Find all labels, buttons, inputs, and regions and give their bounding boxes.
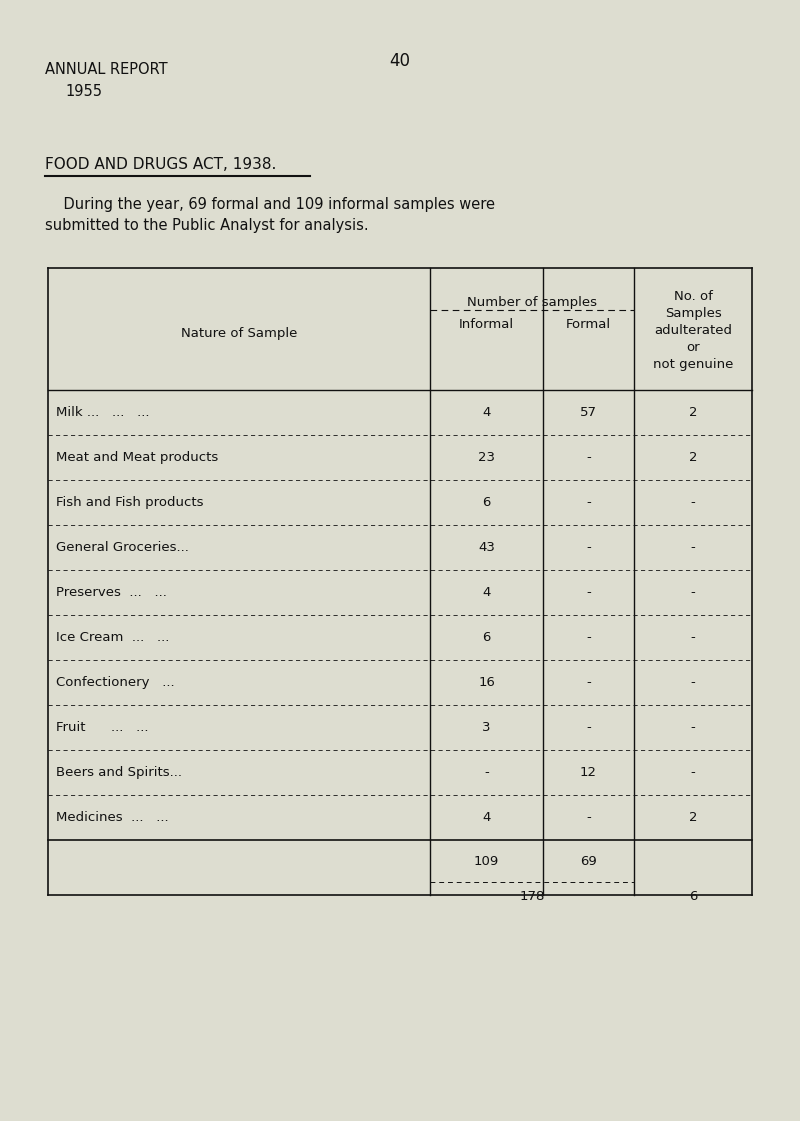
Text: Beers and Spirits...: Beers and Spirits...	[56, 766, 182, 779]
Text: 2: 2	[689, 810, 698, 824]
Text: or: or	[686, 341, 700, 354]
Text: 4: 4	[482, 406, 490, 419]
Text: -: -	[586, 495, 591, 509]
Text: ANNUAL REPORT: ANNUAL REPORT	[45, 62, 168, 77]
Text: Meat and Meat products: Meat and Meat products	[56, 451, 218, 464]
Text: Samples: Samples	[665, 307, 722, 319]
Text: -: -	[586, 721, 591, 734]
Text: 2: 2	[689, 451, 698, 464]
Text: not genuine: not genuine	[653, 358, 733, 371]
Text: -: -	[690, 495, 695, 509]
Text: General Groceries...: General Groceries...	[56, 541, 189, 554]
Text: -: -	[690, 586, 695, 599]
Text: Milk ...   ...   ...: Milk ... ... ...	[56, 406, 150, 419]
Text: -: -	[690, 631, 695, 643]
Text: 109: 109	[474, 855, 499, 868]
Text: -: -	[586, 586, 591, 599]
Text: Fish and Fish products: Fish and Fish products	[56, 495, 203, 509]
Text: 57: 57	[580, 406, 597, 419]
Text: 4: 4	[482, 586, 490, 599]
Text: 3: 3	[482, 721, 490, 734]
Text: Formal: Formal	[566, 318, 611, 331]
Text: 178: 178	[519, 890, 545, 904]
Text: -: -	[690, 721, 695, 734]
Text: adulterated: adulterated	[654, 324, 732, 337]
Text: 69: 69	[580, 855, 597, 868]
Text: 6: 6	[482, 631, 490, 643]
Text: -: -	[586, 676, 591, 689]
Text: 1955: 1955	[65, 84, 102, 99]
Text: No. of: No. of	[674, 290, 713, 303]
Text: During the year, 69 formal and 109 informal samples were: During the year, 69 formal and 109 infor…	[45, 197, 495, 212]
Text: 43: 43	[478, 541, 495, 554]
Text: Informal: Informal	[459, 318, 514, 331]
Text: FOOD AND DRUGS ACT, 1938.: FOOD AND DRUGS ACT, 1938.	[45, 157, 276, 172]
Text: 23: 23	[478, 451, 495, 464]
Text: -: -	[690, 541, 695, 554]
Text: submitted to the Public Analyst for analysis.: submitted to the Public Analyst for anal…	[45, 217, 369, 233]
Text: Fruit      ...   ...: Fruit ... ...	[56, 721, 149, 734]
Text: 6: 6	[689, 890, 697, 904]
Text: -: -	[586, 541, 591, 554]
Text: Nature of Sample: Nature of Sample	[181, 327, 297, 341]
Text: 16: 16	[478, 676, 495, 689]
Text: -: -	[690, 676, 695, 689]
Text: Preserves  ...   ...: Preserves ... ...	[56, 586, 167, 599]
Text: -: -	[586, 451, 591, 464]
Text: -: -	[484, 766, 489, 779]
Text: 6: 6	[482, 495, 490, 509]
Text: 12: 12	[580, 766, 597, 779]
Text: Ice Cream  ...   ...: Ice Cream ... ...	[56, 631, 170, 643]
Text: 4: 4	[482, 810, 490, 824]
Text: 40: 40	[390, 52, 410, 70]
Text: -: -	[586, 810, 591, 824]
Text: Confectionery   ...: Confectionery ...	[56, 676, 174, 689]
Text: -: -	[586, 631, 591, 643]
Text: 2: 2	[689, 406, 698, 419]
Text: -: -	[690, 766, 695, 779]
Text: Number of samples: Number of samples	[467, 296, 597, 309]
Text: Medicines  ...   ...: Medicines ... ...	[56, 810, 169, 824]
